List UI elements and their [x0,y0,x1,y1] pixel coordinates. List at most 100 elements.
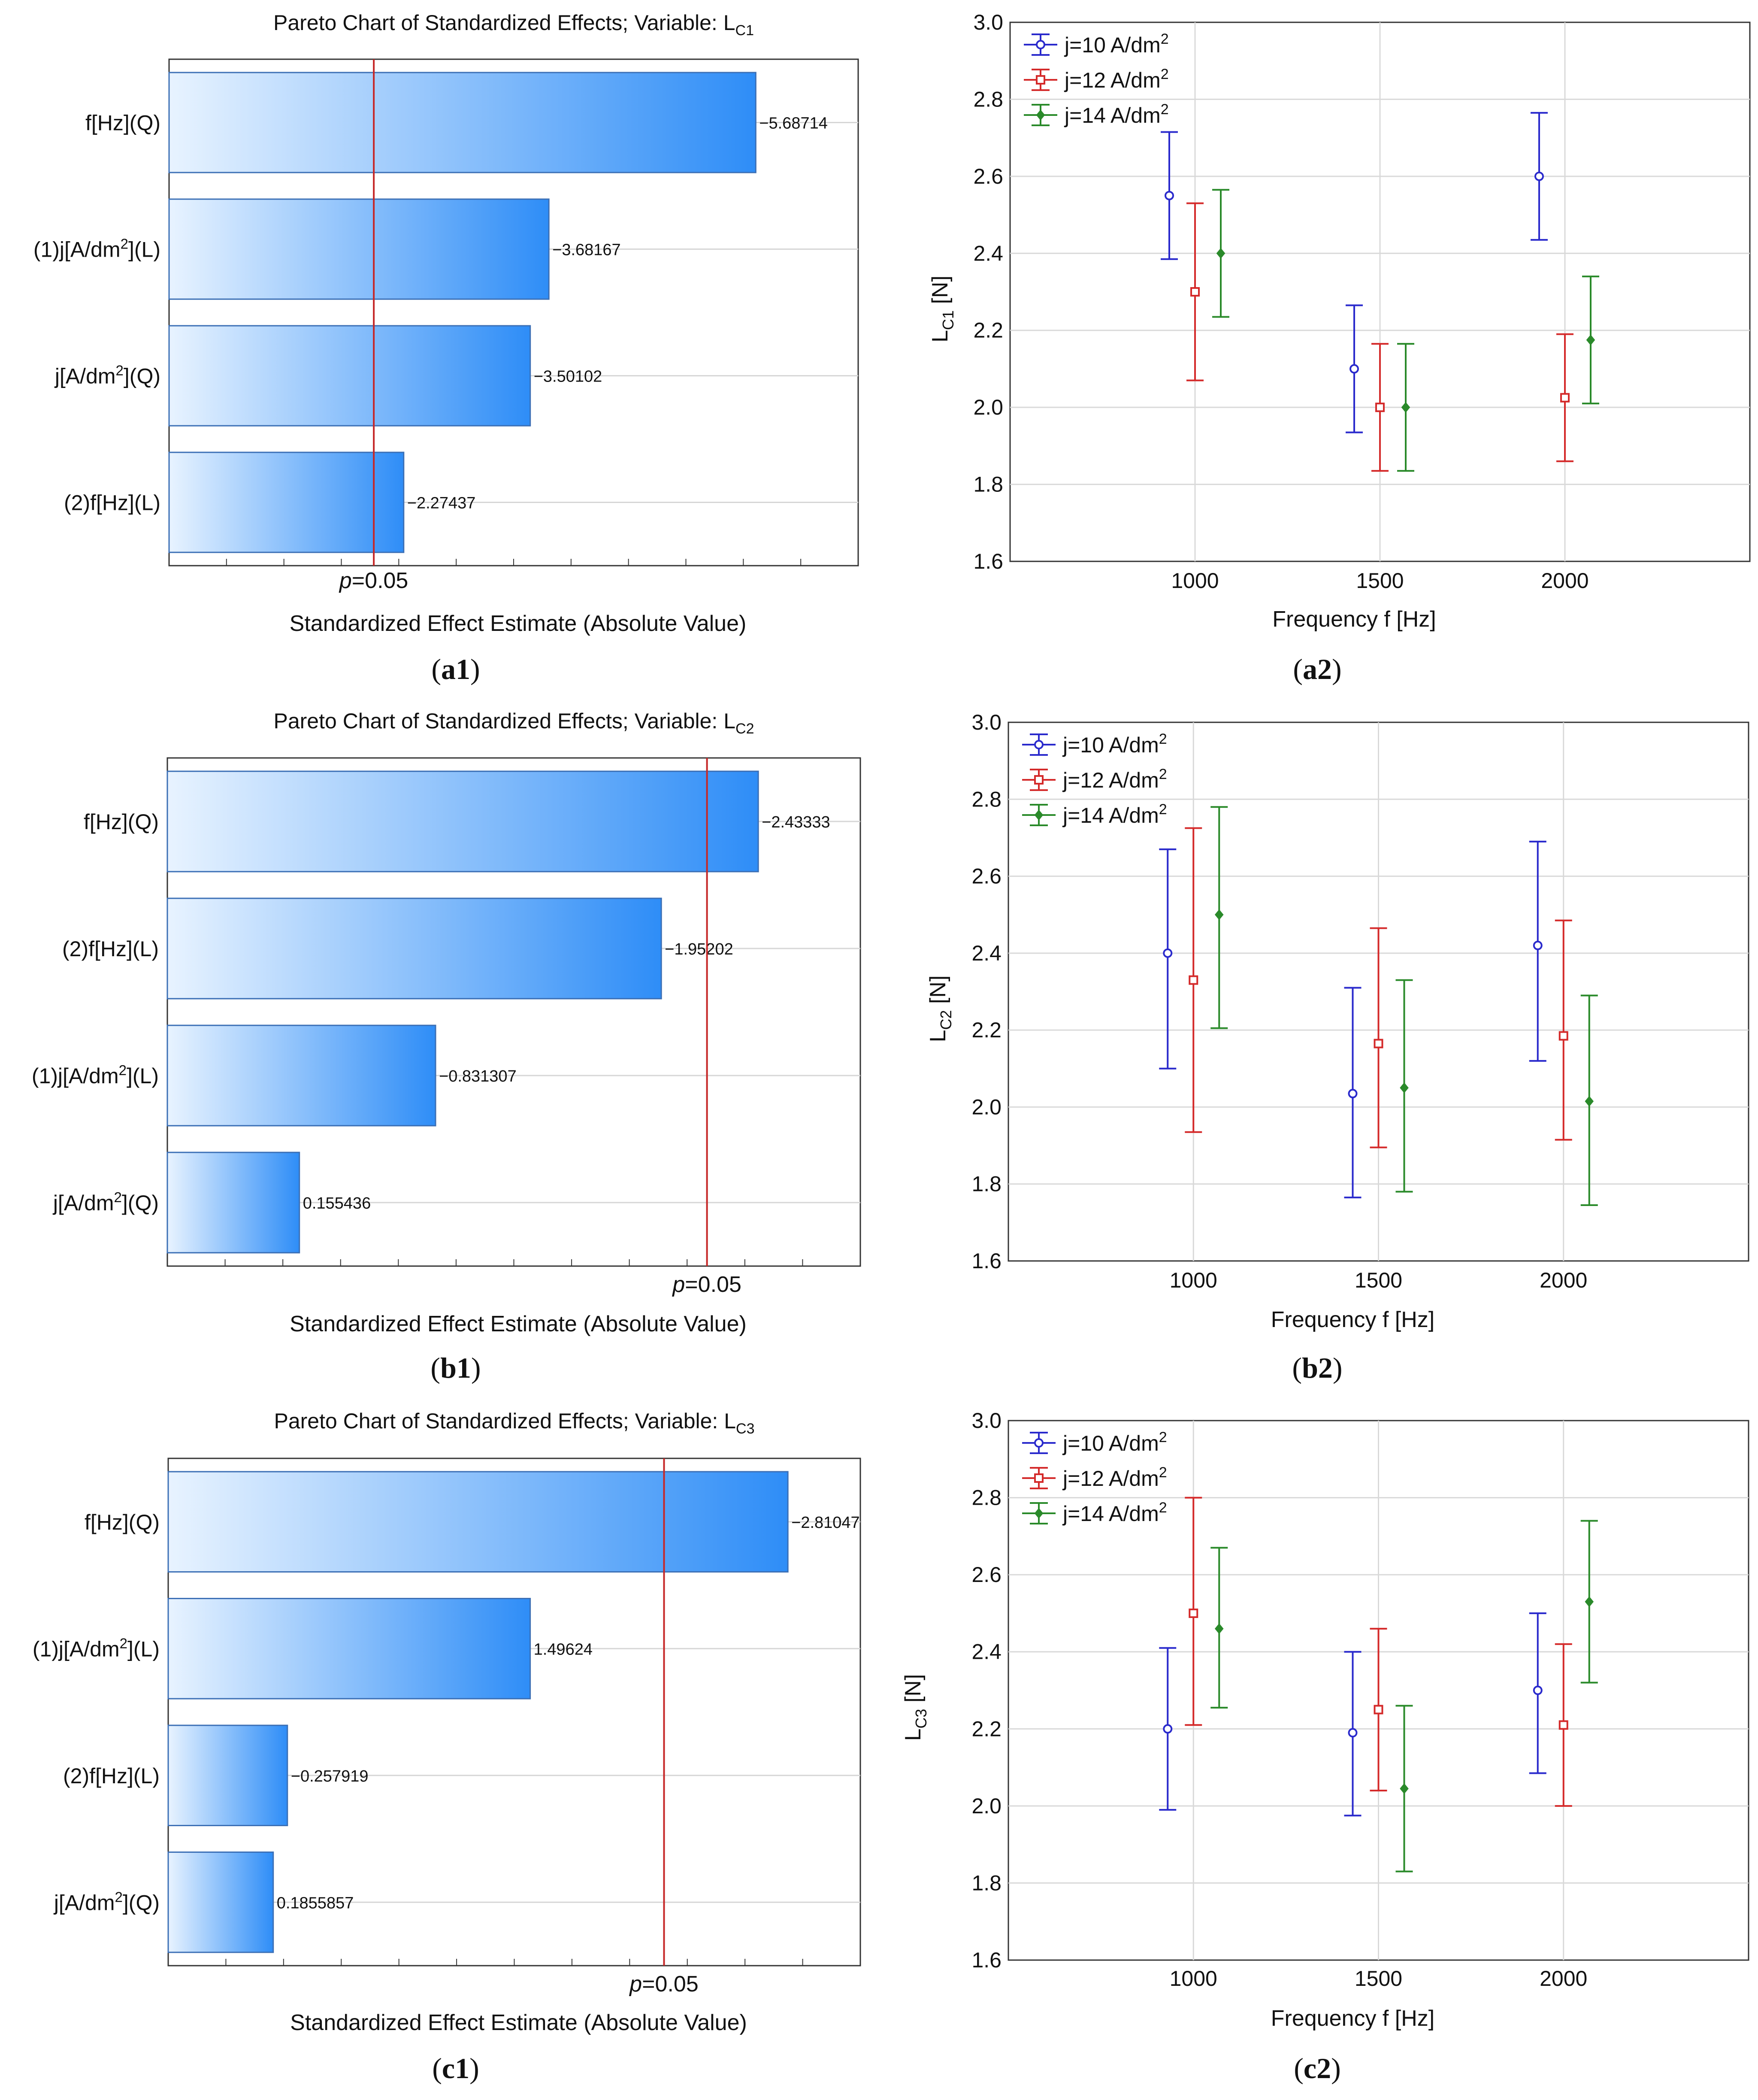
category-label: f[Hz](Q) [85,111,160,135]
x-tick-label: 1000 [1170,1268,1217,1292]
y-tick-label: 3.0 [973,10,1003,34]
marker-square [1190,287,1200,297]
y-axis-label: LC3 [N] [901,1674,930,1741]
y-tick-label: 3.0 [971,1409,1002,1433]
marker-square [1374,1705,1383,1715]
legend-item: j=12 A/dm2 [1022,1464,1167,1491]
marker-circle [1350,364,1359,374]
panel-caption-c2: (c2) [1294,2052,1341,2085]
pareto-chart-b1: −2.43333 f[Hz](Q) −1.95202 (2)f[Hz](L) −0.83… [32,709,861,1336]
bar-value-label: −3.68167 [552,241,621,259]
bar-value-label: −3.50102 [534,368,602,386]
marker-diamond [1034,809,1044,821]
x-tick-label: 2000 [1541,569,1589,593]
category-label: (2)f[Hz](L) [63,1764,160,1788]
marker-circle [1534,171,1544,181]
legend-label: j=10 A/dm2 [1062,731,1167,757]
y-tick-label: 1.8 [971,1172,1002,1196]
y-tick-label: 2.8 [973,87,1003,111]
x-tick-label: 2000 [1540,1268,1587,1292]
marker-diamond [1586,334,1595,345]
legend-item: j=12 A/dm2 [1024,66,1169,92]
bar-2 [167,1724,288,1826]
bar-0 [167,1471,789,1573]
marker-square [1558,1031,1568,1041]
x-tick-label: 2000 [1540,1967,1587,1991]
category-label: j[A/dm2​](Q) [53,1889,160,1915]
legend-label: j=12 A/dm2 [1062,1464,1167,1491]
category-label: (1)j[A/dm2​](L) [32,1062,159,1088]
legend-item: j=14 A/dm2 [1024,101,1169,127]
marker-square [1189,1608,1198,1618]
y-tick-label: 2.0 [973,395,1003,419]
marker-diamond [1214,1623,1224,1634]
y-tick-label: 1.8 [973,473,1003,497]
series-2 [1210,806,1598,1206]
y-axis-label: LC2 [N] [926,976,955,1042]
legend-item: j=10 A/dm2 [1022,731,1167,757]
x-axis-label: Standardized Effect Estimate (Absolute V… [290,611,747,636]
bar-value-label: 0.155436 [303,1194,371,1212]
series-1 [1186,202,1573,472]
p-value-label: p=0.05 [629,1972,699,1997]
x-tick-label: 1500 [1355,1967,1402,1991]
legend-item: j=14 A/dm2 [1022,1500,1167,1526]
bar-2 [166,1024,436,1127]
x-tick-label: 1500 [1356,569,1404,593]
y-tick-label: 2.0 [971,1095,1002,1119]
bar-value-label: −0.257919 [291,1767,369,1785]
y-tick-label: 2.0 [971,1794,1002,1818]
panel-caption-b2: (b2) [1292,1352,1342,1384]
y-tick-label: 2.2 [973,318,1003,342]
bar-value-label: −2.43333 [762,813,830,831]
bar-1 [167,1598,531,1700]
series-0 [1159,1612,1546,1817]
marker-circle [1034,1438,1044,1448]
x-tick-label: 1000 [1171,569,1219,593]
y-tick-label: 2.6 [971,1563,1002,1587]
y-tick-label: 2.8 [971,787,1002,811]
y-tick-label: 1.6 [971,1249,1002,1273]
marker-diamond [1585,1596,1594,1607]
y-tick-label: 2.4 [971,1640,1002,1664]
y-tick-label: 2.2 [971,1717,1002,1741]
pareto-chart-c1: −2.81047 f[Hz](Q) 1.49624 (1)j[A/dm2​](L) −0… [33,1409,861,2035]
panel-caption-b1: (b1) [430,1352,481,1384]
series-1 [1185,1497,1572,1807]
series-0 [1161,112,1548,433]
bar-3 [167,1852,274,1953]
marker-circle [1348,1728,1358,1738]
bar-value-label: 1.49624 [534,1640,593,1658]
marker-diamond [1216,248,1225,259]
category-label: f[Hz](Q) [84,810,159,834]
x-axis-label: Frequency f [Hz] [1271,1307,1434,1332]
x-axis-label: Frequency f [Hz] [1272,607,1436,632]
y-tick-label: 1.8 [971,1871,1002,1895]
chart-title: Pareto Chart of Standardized Effects; Va… [273,11,754,39]
chart-title: Pareto Chart of Standardized Effects; Va… [273,709,754,737]
category-label: (2)f[Hz](L) [62,937,159,961]
bar-value-label: −2.81047 [791,1514,860,1532]
marker-circle [1165,191,1174,200]
bar-0 [166,770,759,873]
marker-square [1374,1039,1383,1048]
y-tick-label: 1.6 [973,549,1003,573]
p-value-label: p=0.05 [672,1272,741,1297]
marker-square [1189,975,1198,985]
marker-square [1375,403,1385,412]
bar-1 [168,198,550,300]
bar-value-label: −0.831307 [439,1067,517,1085]
marker-square [1036,75,1045,85]
y-tick-label: 2.4 [971,941,1002,965]
marker-circle [1036,40,1045,49]
errorbar-chart-b2: 1.6 1.8 2.0 2.2 2.4 2.6 2.8 3.0 1000 1500 2000 j=10… [926,710,1749,1332]
legend-label: j=10 A/dm2 [1064,31,1169,57]
y-tick-label: 1.6 [971,1948,1002,1972]
x-tick-label: 1500 [1355,1268,1402,1292]
x-axis-label: Frequency f [Hz] [1271,2006,1434,2031]
y-tick-label: 3.0 [971,710,1002,734]
x-axis-label: Standardized Effect Estimate (Absolute V… [290,2010,747,2035]
series-2 [1212,189,1599,472]
marker-diamond [1400,1783,1409,1794]
legend-item: j=10 A/dm2 [1022,1429,1167,1455]
